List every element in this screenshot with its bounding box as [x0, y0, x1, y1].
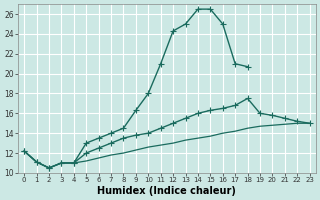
- X-axis label: Humidex (Indice chaleur): Humidex (Indice chaleur): [98, 186, 236, 196]
